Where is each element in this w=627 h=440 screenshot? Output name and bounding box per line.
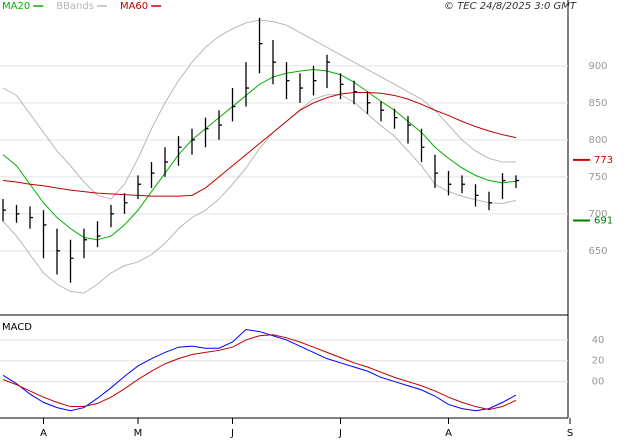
y-tick-label: 850 [588, 98, 607, 109]
macd-line [2, 334, 517, 411]
macd-line [2, 328, 517, 412]
band-lower [2, 94, 517, 294]
y-tick-label: 750 [588, 172, 607, 183]
legend-label: MA20 [2, 1, 30, 12]
y-tick-label: 900 [588, 61, 607, 72]
y-tick-label: 700 [588, 209, 607, 220]
y-tick-label: 650 [588, 246, 607, 257]
level-label: 773 [594, 155, 613, 166]
x-tick-label: S [567, 428, 573, 439]
y-tick-label: 20 [592, 356, 605, 367]
y-tick-label: 800 [588, 135, 607, 146]
legend-label: MA60 [120, 1, 148, 12]
x-tick-label: A [445, 428, 452, 439]
x-tick-label: J [230, 428, 234, 439]
ma-line [2, 69, 517, 241]
panel-label: MACD [2, 322, 32, 333]
x-tick-label: J [338, 428, 342, 439]
ma-line [2, 91, 517, 197]
copyright: © TEC 24/8/2025 3:0 GMT [444, 1, 577, 12]
y-tick-label: 40 [592, 335, 605, 346]
y-tick-label: 00 [592, 377, 605, 388]
x-tick-label: A [40, 428, 47, 439]
x-tick-label: M [134, 428, 143, 439]
level-label: 691 [594, 216, 613, 227]
legend-label: BBands [56, 1, 94, 12]
